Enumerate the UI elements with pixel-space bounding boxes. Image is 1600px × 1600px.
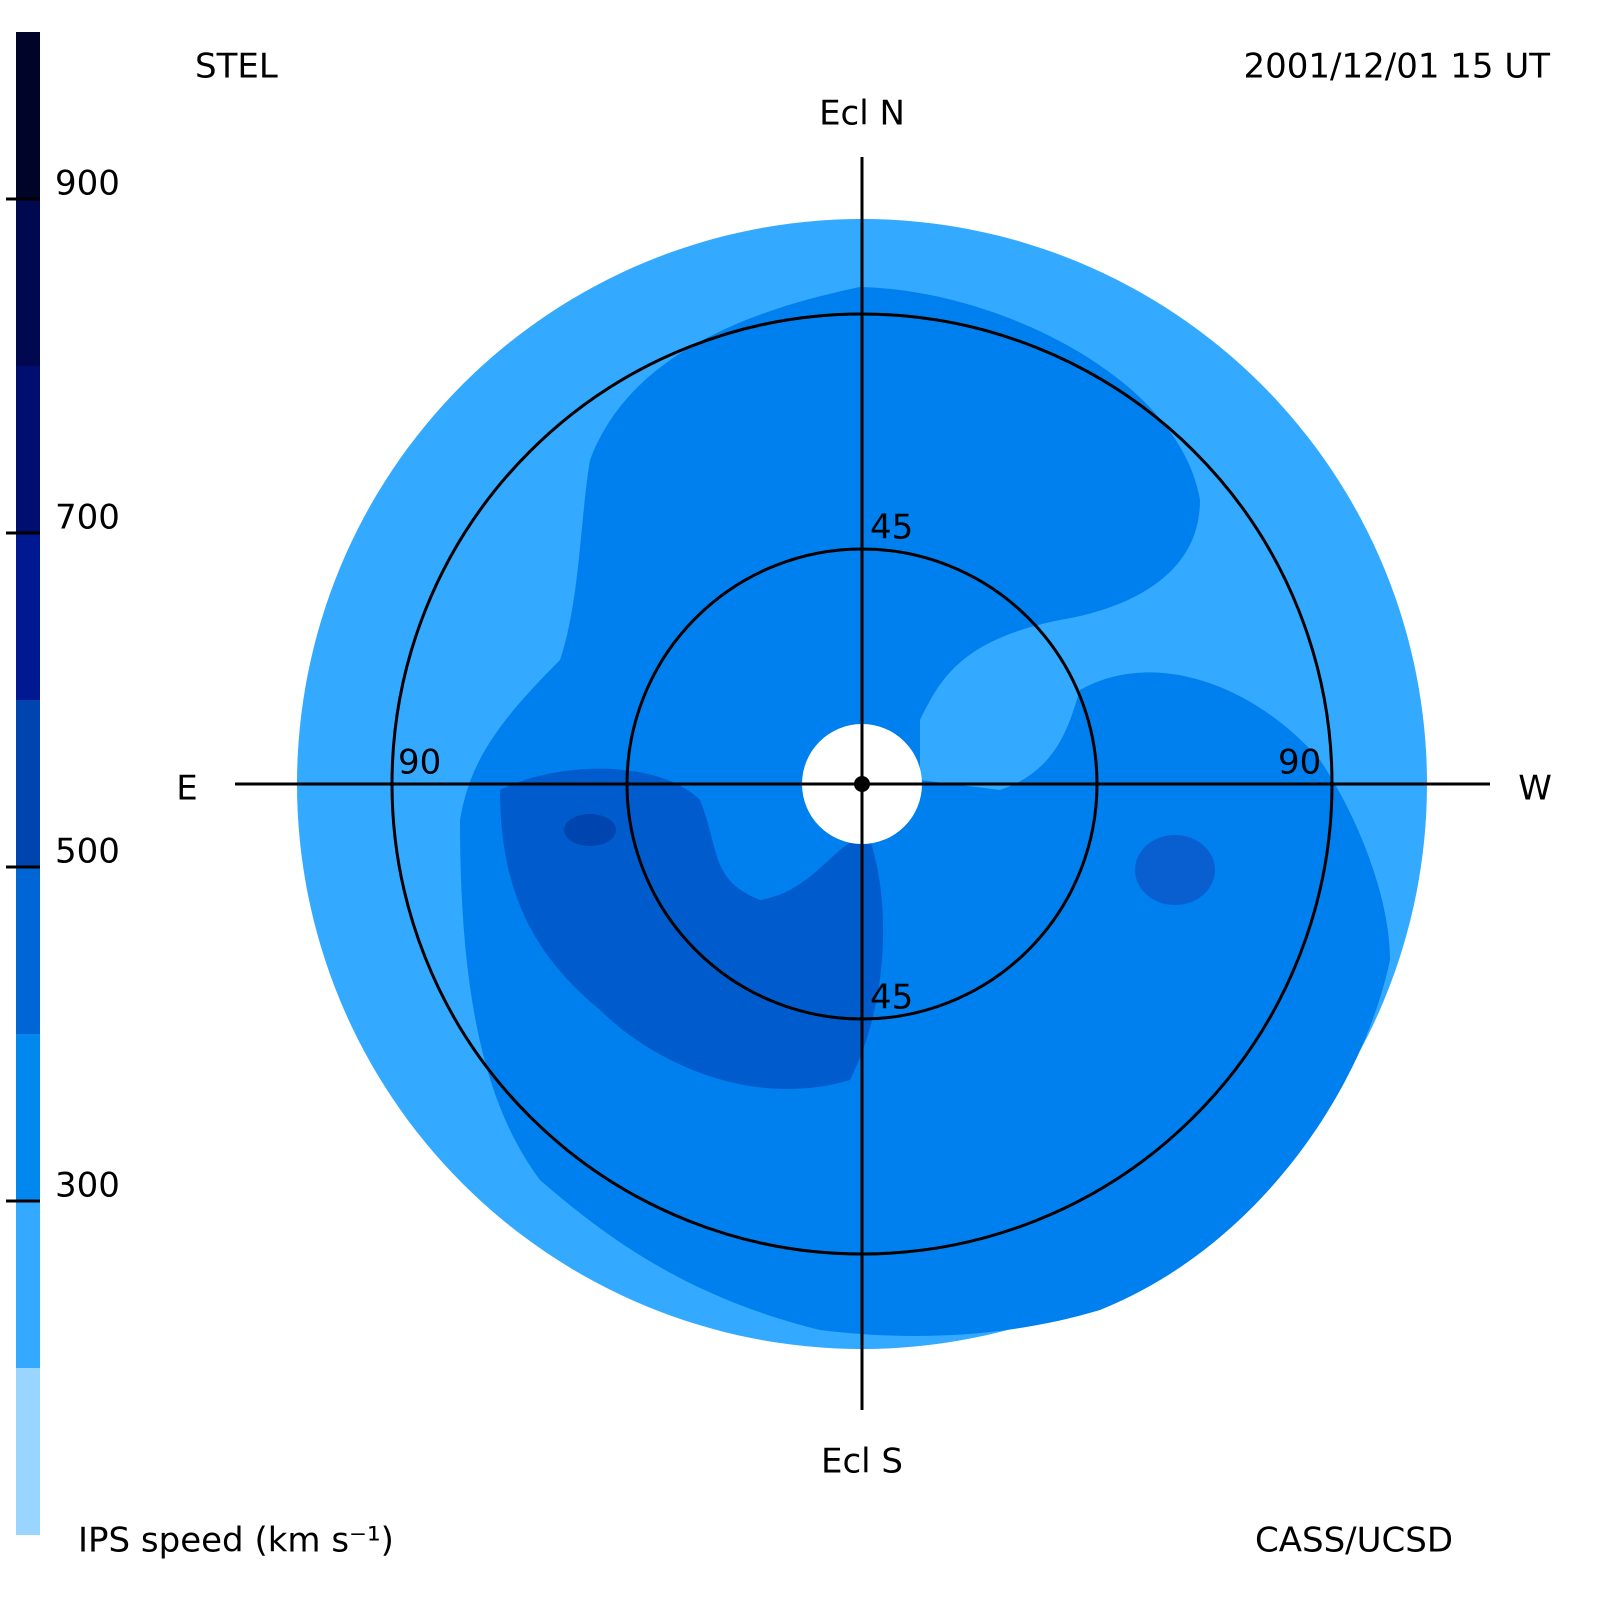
- ring-label: 45: [870, 978, 913, 1018]
- colorbar-band: [16, 533, 40, 700]
- north-label: Ecl N: [819, 94, 905, 134]
- south-label: Ecl S: [821, 1442, 903, 1482]
- ring-label: 90: [1278, 743, 1321, 783]
- colorbar-tick-label: 900: [55, 164, 120, 204]
- colorbar-tick-label: 300: [55, 1166, 120, 1206]
- colorbar-band: [16, 700, 40, 867]
- observatory: STEL: [195, 47, 278, 87]
- colorbar-band: [16, 1034, 40, 1201]
- colorbar-tick-label: 700: [55, 498, 120, 538]
- colorbar-band: [16, 32, 40, 199]
- speed-region: [460, 287, 1390, 1336]
- map-regions: [235, 157, 1490, 1410]
- elongation-ring: [390, 312, 1334, 1256]
- speed-spot: [1135, 835, 1215, 905]
- sun-dot: [854, 776, 870, 792]
- colorbar-band: [16, 1368, 40, 1535]
- timestamp: 2001/12/01 15 UT: [1244, 47, 1551, 87]
- speed-spot: [564, 814, 616, 846]
- colorbar-title: IPS speed (km s⁻¹): [78, 1521, 394, 1561]
- ring-label: 45: [870, 508, 913, 548]
- elongation-ring: [625, 547, 1099, 1021]
- colorbar-tick-label: 500: [55, 832, 120, 872]
- colorbar-band: [16, 1201, 40, 1368]
- ring-label: 90: [398, 743, 441, 783]
- east-label: E: [176, 769, 197, 809]
- credit: CASS/UCSD: [1255, 1521, 1453, 1561]
- colorbar-band: [16, 366, 40, 533]
- colorbar-band: [16, 199, 40, 366]
- west-label: W: [1518, 769, 1552, 809]
- colorbar-band: [16, 867, 40, 1034]
- speed-region: [500, 768, 884, 1090]
